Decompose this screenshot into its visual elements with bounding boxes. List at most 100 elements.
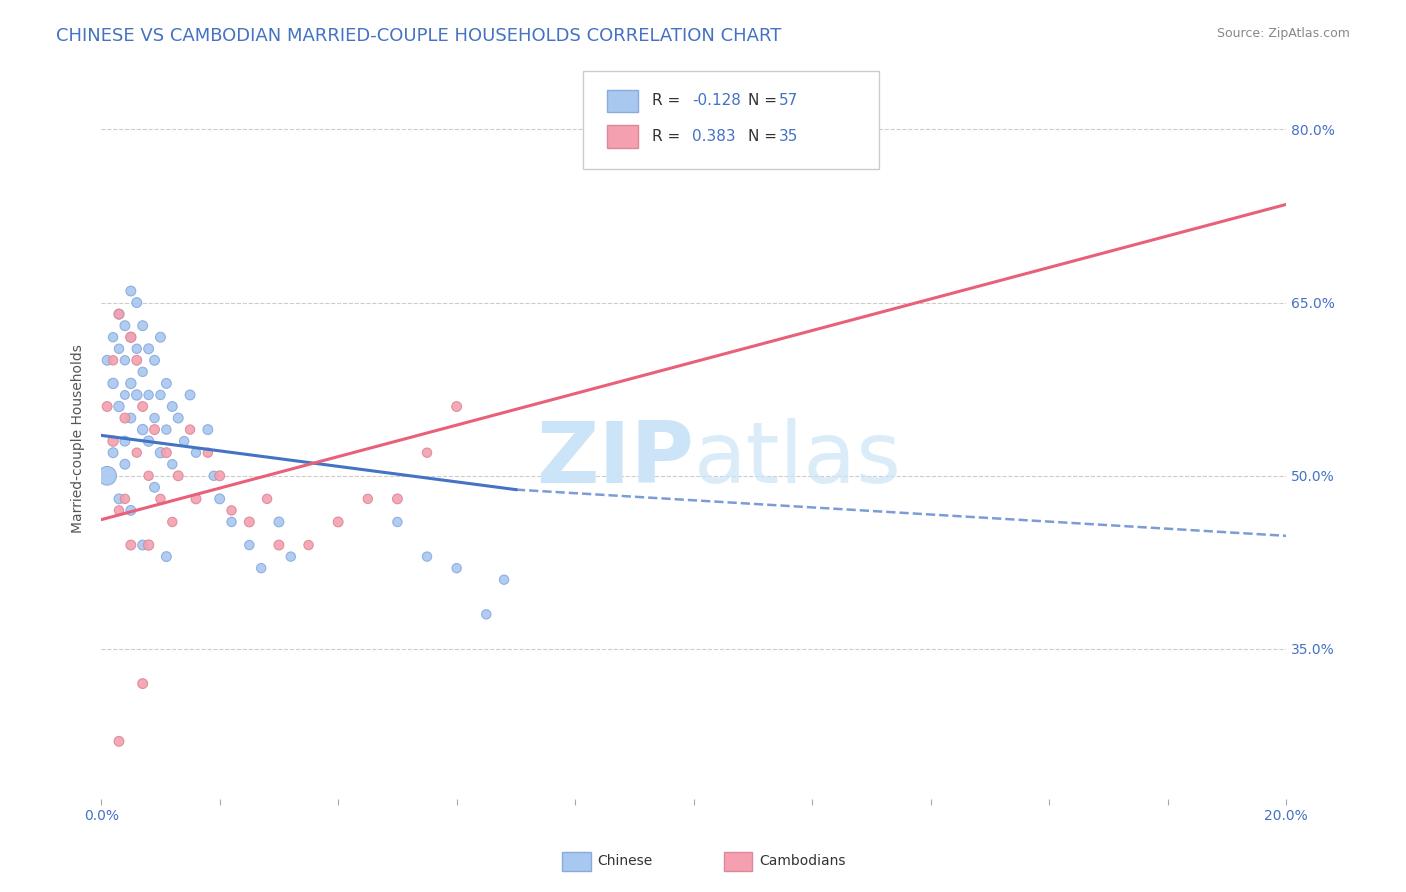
Point — [149, 330, 172, 344]
Point — [197, 445, 219, 459]
Point — [416, 445, 439, 459]
Text: Source: ZipAtlas.com: Source: ZipAtlas.com — [1216, 27, 1350, 40]
Point — [155, 445, 177, 459]
Point — [155, 423, 177, 437]
Text: Cambodians: Cambodians — [759, 854, 846, 868]
Point — [96, 468, 118, 483]
Point — [138, 342, 160, 356]
Point — [125, 388, 148, 402]
Point — [208, 491, 231, 506]
Point — [155, 549, 177, 564]
Text: N =: N = — [748, 94, 782, 108]
Point — [131, 365, 153, 379]
Point — [108, 400, 131, 414]
Point — [162, 400, 184, 414]
Point — [120, 376, 142, 391]
Point — [138, 538, 160, 552]
Y-axis label: Married-couple Households: Married-couple Households — [72, 343, 86, 533]
Point — [125, 295, 148, 310]
Text: ZIP: ZIP — [536, 418, 693, 501]
Point — [120, 503, 142, 517]
Point — [101, 434, 124, 449]
Point — [149, 388, 172, 402]
Point — [108, 503, 131, 517]
Point — [267, 538, 290, 552]
Point — [256, 491, 278, 506]
Point — [446, 400, 468, 414]
Text: -0.128: -0.128 — [692, 94, 741, 108]
Point — [221, 503, 243, 517]
Point — [173, 434, 195, 449]
Point — [108, 491, 131, 506]
Point — [120, 538, 142, 552]
Point — [101, 353, 124, 368]
Text: N =: N = — [748, 129, 782, 144]
Point — [125, 342, 148, 356]
Point — [250, 561, 273, 575]
Point — [446, 561, 468, 575]
Point — [208, 468, 231, 483]
Point — [184, 445, 207, 459]
Point — [162, 515, 184, 529]
Text: R =: R = — [652, 129, 686, 144]
Text: CHINESE VS CAMBODIAN MARRIED-COUPLE HOUSEHOLDS CORRELATION CHART: CHINESE VS CAMBODIAN MARRIED-COUPLE HOUS… — [56, 27, 782, 45]
Point — [131, 676, 153, 690]
Point — [108, 307, 131, 321]
Point — [143, 423, 166, 437]
Point — [202, 468, 225, 483]
Point — [114, 388, 136, 402]
Point — [120, 330, 142, 344]
Point — [267, 515, 290, 529]
Point — [120, 411, 142, 425]
Point — [149, 445, 172, 459]
Point — [179, 388, 201, 402]
Point — [155, 376, 177, 391]
Legend:  — [688, 85, 700, 97]
Point — [387, 491, 409, 506]
Point — [108, 734, 131, 748]
Point — [238, 515, 260, 529]
Text: 0.383: 0.383 — [692, 129, 735, 144]
Point — [167, 411, 190, 425]
Text: Chinese: Chinese — [598, 854, 652, 868]
Point — [114, 457, 136, 471]
Point — [108, 342, 131, 356]
Point — [125, 445, 148, 459]
Text: R =: R = — [652, 94, 686, 108]
Point — [138, 468, 160, 483]
Point — [149, 491, 172, 506]
Point — [416, 549, 439, 564]
Point — [114, 491, 136, 506]
Point — [114, 353, 136, 368]
Point — [131, 538, 153, 552]
Point — [138, 434, 160, 449]
Point — [125, 353, 148, 368]
Point — [120, 330, 142, 344]
Point — [131, 423, 153, 437]
Point — [131, 318, 153, 333]
Point — [475, 607, 498, 622]
Point — [138, 388, 160, 402]
Point — [101, 445, 124, 459]
Point — [387, 515, 409, 529]
Point — [101, 376, 124, 391]
Point — [328, 515, 350, 529]
Point — [143, 480, 166, 494]
Point — [357, 491, 380, 506]
Text: 35: 35 — [779, 129, 799, 144]
Point — [108, 307, 131, 321]
Point — [162, 457, 184, 471]
Point — [131, 400, 153, 414]
Text: atlas: atlas — [693, 418, 901, 501]
Point — [167, 468, 190, 483]
Point — [143, 411, 166, 425]
Point — [297, 538, 319, 552]
Point — [114, 318, 136, 333]
Point — [96, 400, 118, 414]
Point — [179, 423, 201, 437]
Point — [238, 538, 260, 552]
Point — [221, 515, 243, 529]
Point — [184, 491, 207, 506]
Point — [101, 330, 124, 344]
Point — [114, 411, 136, 425]
